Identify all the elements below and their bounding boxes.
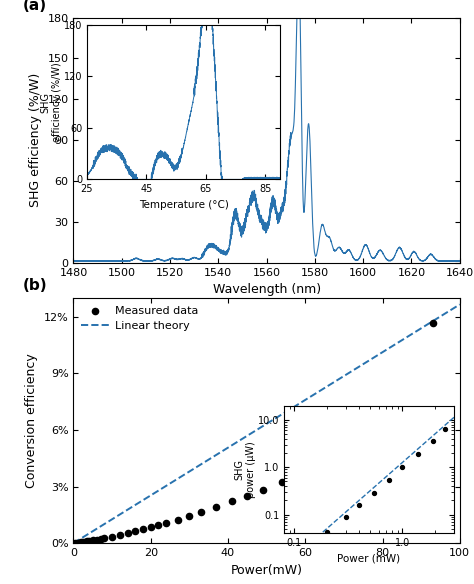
Linear theory [256,425,262,432]
Measured data [197,507,205,517]
Measured data [185,511,193,520]
Measured data [97,534,104,544]
Measured data [390,412,398,422]
Measured data [213,502,220,512]
Measured data [124,529,131,538]
Measured data [89,536,97,545]
Linear theory [387,344,393,351]
Measured data [108,532,116,541]
Linear theory [447,307,453,314]
Measured data [359,433,367,442]
Measured data [73,538,81,547]
Y-axis label: Conversion efficiency: Conversion efficiency [25,353,38,488]
Measured data [81,537,89,547]
Measured data [131,527,139,536]
Measured data [321,457,328,467]
Legend: Measured data, Linear theory: Measured data, Linear theory [77,301,202,336]
Linear theory [457,301,463,308]
Text: (b): (b) [23,279,48,294]
Measured data [72,538,79,548]
Text: (a): (a) [23,0,47,13]
Measured data [83,537,91,546]
Measured data [116,530,124,540]
Measured data [174,515,182,524]
Measured data [244,491,251,500]
X-axis label: Wavelength (nm): Wavelength (nm) [212,283,321,296]
Line: Linear theory: Linear theory [73,304,460,543]
X-axis label: Power(mW): Power(mW) [231,564,302,576]
Measured data [259,485,266,495]
Linear theory [71,540,76,547]
Measured data [100,534,108,543]
Measured data [79,537,87,547]
Measured data [278,477,286,486]
Linear theory [301,398,306,405]
Measured data [85,536,93,545]
Measured data [93,535,100,544]
Measured data [228,496,236,506]
Linear theory [280,411,285,418]
Measured data [147,522,155,531]
Measured data [163,518,170,527]
Measured data [429,319,437,328]
Measured data [155,520,162,529]
Measured data [77,538,85,547]
Linear theory [254,426,260,433]
Y-axis label: SHG efficiency (%/W): SHG efficiency (%/W) [29,73,42,207]
Measured data [75,538,83,547]
Measured data [139,524,147,534]
Measured data [301,466,309,475]
